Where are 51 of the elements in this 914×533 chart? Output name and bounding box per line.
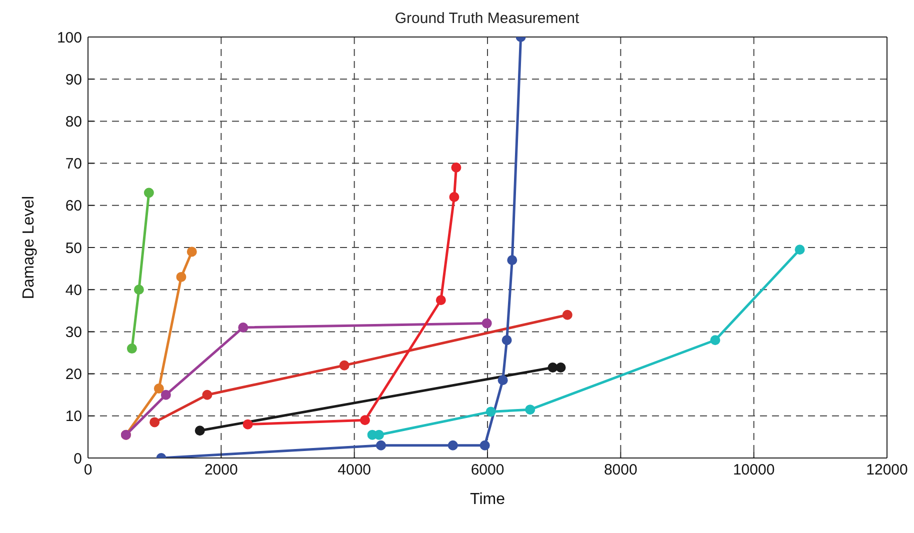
point — [507, 255, 518, 266]
point — [154, 384, 164, 394]
x-tick-label: 12000 — [866, 462, 908, 479]
point — [176, 272, 186, 282]
x-tick-label: 10000 — [732, 462, 775, 479]
y-tick-label: 40 — [65, 282, 82, 299]
point — [562, 310, 572, 320]
x-tick-label: 4000 — [338, 462, 372, 479]
x-tick-label: 8000 — [604, 462, 638, 479]
point — [482, 318, 492, 328]
point — [339, 360, 350, 370]
y-tick-label: 70 — [65, 156, 82, 173]
point — [160, 390, 171, 400]
point — [498, 375, 508, 386]
x-axis-title: Time — [470, 491, 506, 508]
y-tick-label: 60 — [65, 198, 82, 215]
y-tick-label: 80 — [65, 114, 82, 131]
y-tick-label: 10 — [65, 408, 82, 426]
point — [449, 192, 460, 202]
point — [486, 406, 496, 417]
y-axis-title: Damage Level — [20, 196, 38, 300]
point — [525, 404, 536, 415]
point — [480, 440, 490, 450]
point — [448, 440, 458, 450]
point — [548, 362, 558, 372]
point — [194, 426, 205, 436]
point — [202, 390, 212, 400]
point — [144, 188, 154, 198]
point — [502, 335, 512, 346]
point — [150, 417, 160, 428]
x-tick-label: 6000 — [470, 462, 504, 479]
point — [126, 344, 137, 354]
point — [710, 335, 720, 346]
point — [794, 244, 805, 255]
y-tick-label: 100 — [56, 29, 82, 46]
x-tick-label: 2000 — [204, 462, 238, 479]
chart-title: Ground Truth Measurement — [394, 10, 580, 27]
point — [134, 284, 144, 295]
point — [242, 419, 253, 430]
point — [360, 415, 370, 426]
y-tick-label: 50 — [65, 240, 82, 257]
point — [186, 246, 197, 257]
y-tick-label: 20 — [65, 366, 82, 384]
point — [238, 322, 248, 332]
y-tick-label: 90 — [65, 71, 82, 88]
point — [376, 440, 386, 450]
point — [451, 162, 462, 173]
y-tick-label: 0 — [74, 450, 82, 468]
point — [436, 295, 446, 306]
y-tick-label: 30 — [65, 324, 82, 342]
point — [556, 362, 566, 372]
